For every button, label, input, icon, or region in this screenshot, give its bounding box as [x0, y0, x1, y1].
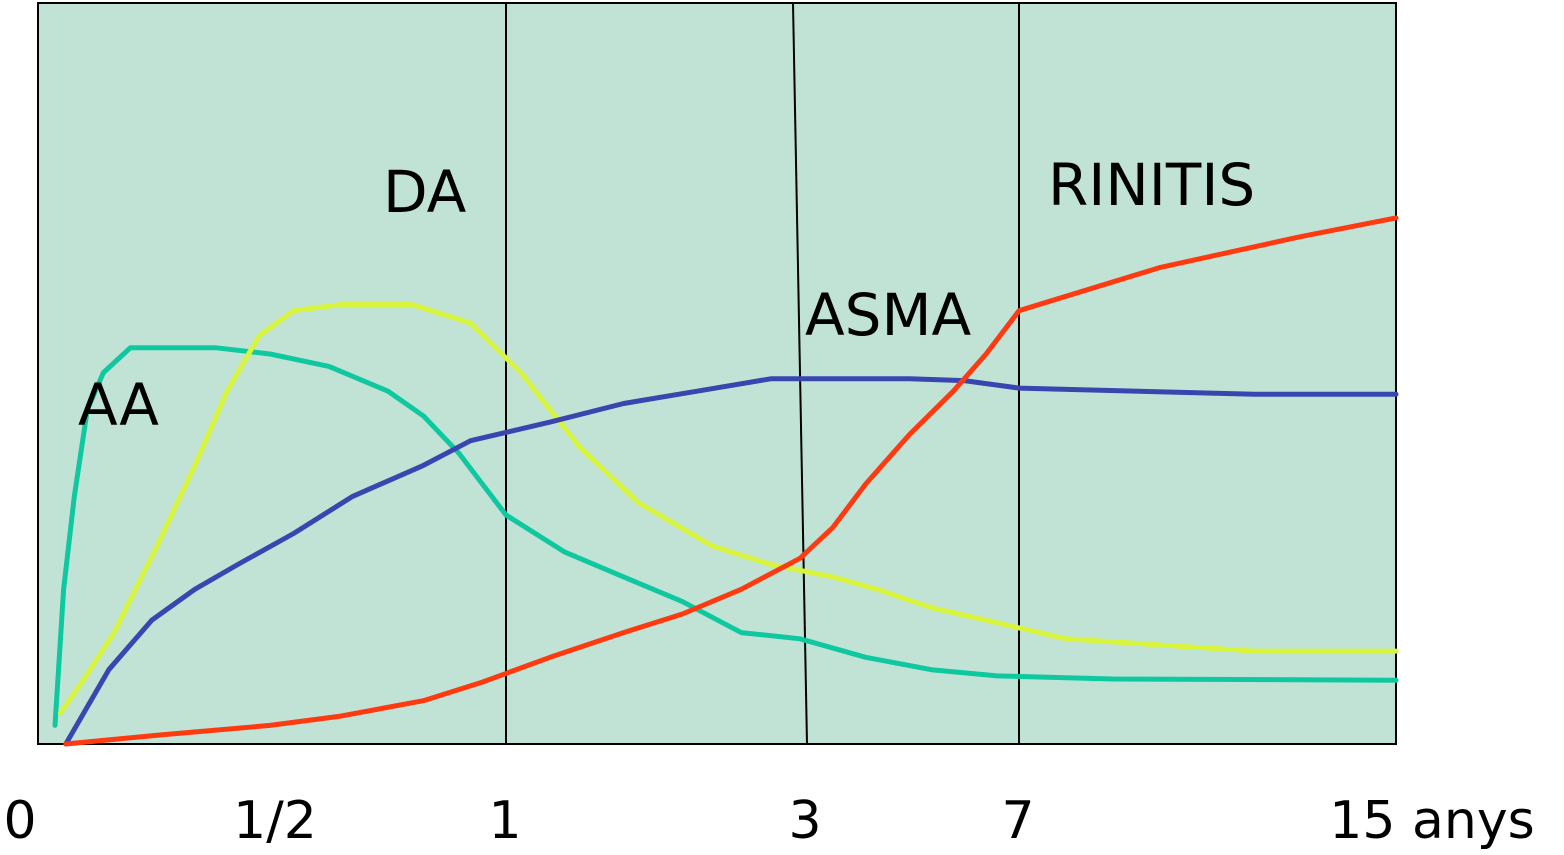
series-line-aa — [52, 345, 1399, 728]
x-tick-3: 3 — [788, 791, 821, 851]
series-label-rinitis: RINITIS — [1048, 151, 1255, 219]
x-tick-0: 0 — [3, 791, 36, 851]
series-label-asma: ASMA — [805, 281, 972, 349]
x-tick-7: 7 — [1001, 791, 1034, 851]
x-axis-ticks: 0 1/2 1 3 7 15 anys — [3, 791, 1534, 851]
series-line-rinitis — [63, 215, 1399, 747]
age-dividers — [505, 2, 1020, 745]
series-label-aa: AA — [78, 371, 159, 439]
series-label-da: DA — [383, 158, 467, 226]
series-line-da — [57, 302, 1399, 716]
series-labels: AA DA ASMA RINITIS — [78, 151, 1255, 439]
x-tick-half: 1/2 — [233, 791, 317, 851]
x-tick-15: 15 anys — [1329, 791, 1534, 851]
series-line-asma — [63, 376, 1399, 747]
x-tick-1: 1 — [488, 791, 521, 851]
divider-3 — [792, 2, 808, 745]
plot-area — [37, 2, 1397, 745]
series-layer — [52, 215, 1399, 747]
